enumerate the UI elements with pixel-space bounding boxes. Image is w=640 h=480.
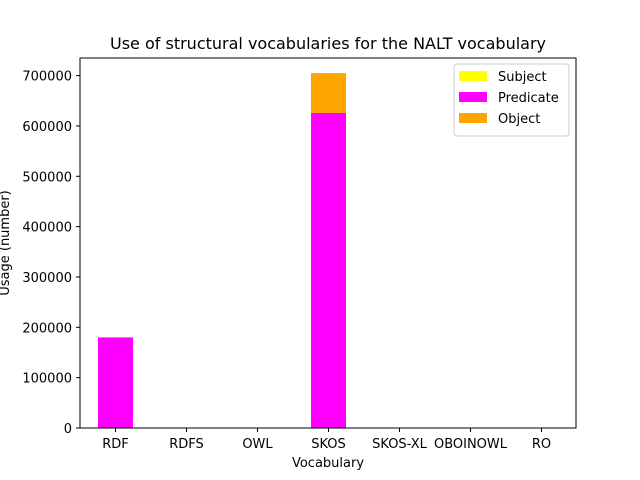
y-tick-label: 300000 (22, 271, 72, 286)
x-axis-label: Vocabulary (292, 456, 364, 471)
x-tick-label: SKOS (311, 437, 346, 452)
legend-swatch-predicate (459, 92, 487, 102)
x-axis-ticks: RDF RDFS OWL SKOS SKOS-XL OBOINOWL RO (102, 428, 551, 452)
x-tick-label: RDF (102, 437, 129, 452)
bar-object-skos (311, 73, 346, 113)
x-tick-label: OBOINOWL (434, 437, 508, 452)
y-tick-label: 400000 (22, 221, 72, 236)
y-tick-label: 600000 (22, 120, 72, 135)
x-tick-label: RDFS (169, 437, 204, 452)
legend-swatch-subject (459, 71, 487, 81)
x-tick-label: RO (532, 437, 551, 452)
y-tick-label: 200000 (22, 321, 72, 336)
x-tick-label: OWL (242, 437, 273, 452)
x-tick-label: SKOS-XL (372, 437, 427, 452)
y-axis-label: Usage (number) (0, 190, 13, 296)
plot-frame (79, 57, 577, 429)
bars-group (98, 73, 346, 428)
y-tick-label: 0 (64, 422, 72, 437)
y-tick-label: 500000 (22, 170, 72, 185)
bar-predicate-rdf (98, 337, 133, 428)
legend-label-object: Object (498, 112, 540, 127)
legend-swatch-object (459, 113, 487, 123)
legend: Subject Predicate Object (453, 63, 570, 137)
y-tick-label: 700000 (22, 70, 72, 85)
legend-label-predicate: Predicate (498, 91, 559, 106)
chart-title: Use of structural vocabularies for the N… (110, 34, 546, 53)
bar-predicate-skos (311, 112, 346, 428)
legend-label-subject: Subject (498, 70, 547, 85)
y-axis-ticks: 0 100000 200000 300000 400000 500000 600000 700… (22, 70, 80, 437)
y-tick-label: 100000 (22, 372, 72, 387)
